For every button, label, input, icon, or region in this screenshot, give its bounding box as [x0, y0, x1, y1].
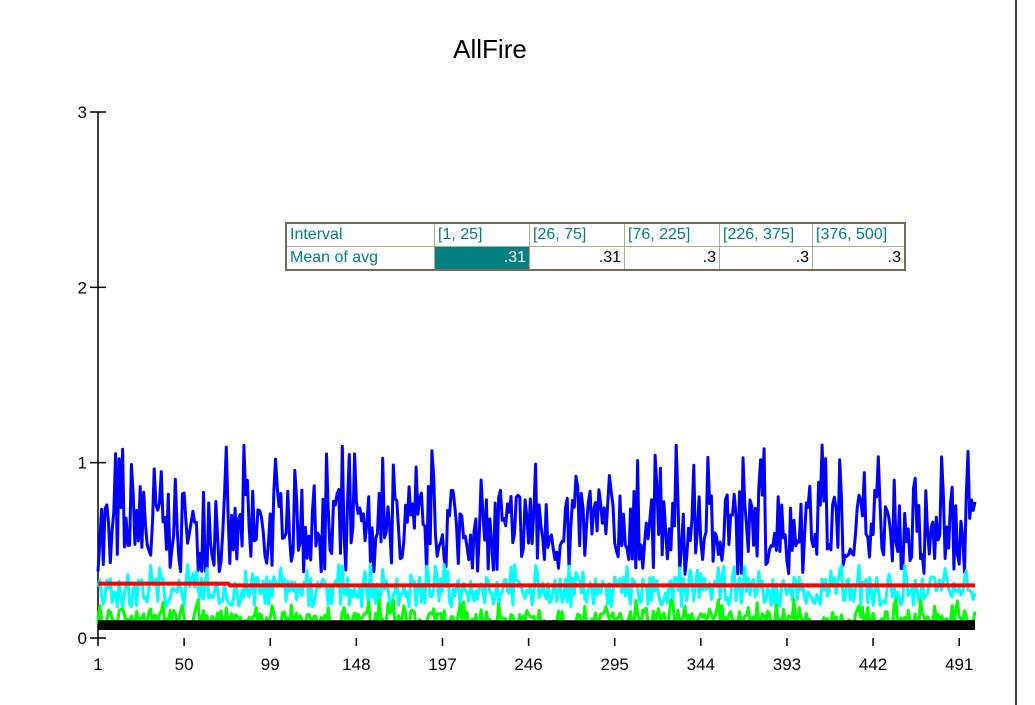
x-tick-label: 393: [773, 655, 801, 674]
mean-row: Mean of avg .31 .31 .3 .3 .3: [285, 246, 906, 271]
interval-cell-1[interactable]: [1, 25]: [434, 222, 530, 247]
x-tick-label: 295: [601, 655, 629, 674]
interval-cell-4[interactable]: [226, 375]: [719, 222, 813, 247]
mean-cell-1[interactable]: .31: [434, 246, 530, 271]
y-tick-label: 1: [78, 454, 87, 473]
y-tick-label: 3: [78, 103, 87, 122]
x-tick-label: 148: [342, 655, 370, 674]
x-tick-label: 442: [859, 655, 887, 674]
interval-mean-table[interactable]: Interval [1, 25] [26, 75] [76, 225] [226…: [285, 222, 906, 271]
mean-row-label: Mean of avg: [285, 246, 435, 271]
x-tick-label: 99: [261, 655, 280, 674]
x-tick-label: 197: [428, 655, 456, 674]
interval-cell-5[interactable]: [376, 500]: [812, 222, 906, 247]
y-tick-label: 2: [78, 278, 87, 297]
mean-cell-2[interactable]: .31: [529, 246, 625, 271]
interval-cell-3[interactable]: [76, 225]: [624, 222, 720, 247]
x-tick-label: 1: [93, 655, 102, 674]
x-tick-label: 491: [945, 655, 973, 674]
mean-cell-4[interactable]: .3: [719, 246, 813, 271]
x-tick-label: 344: [687, 655, 715, 674]
series-layer: [96, 443, 977, 630]
x-tick-label: 246: [514, 655, 542, 674]
x-axis: 1 50 99 148 197 246 295 344 393 442 491: [93, 638, 973, 674]
y-axis: 0 1 2 3: [78, 103, 106, 648]
series-line-1: [96, 443, 977, 576]
series-band-4: [98, 620, 975, 630]
mean-cell-3[interactable]: .3: [624, 246, 720, 271]
interval-header-row: Interval [1, 25] [26, 75] [76, 225] [226…: [285, 222, 906, 247]
y-tick-label: 0: [78, 629, 87, 648]
interval-cell-2[interactable]: [26, 75]: [529, 222, 625, 247]
series-mean-line: [98, 581, 975, 588]
x-tick-label: 50: [175, 655, 194, 674]
mean-cell-5[interactable]: .3: [812, 246, 906, 271]
series-line-2: [96, 562, 977, 609]
chart-title: AllFire: [453, 34, 527, 64]
interval-row-label: Interval: [285, 222, 435, 247]
